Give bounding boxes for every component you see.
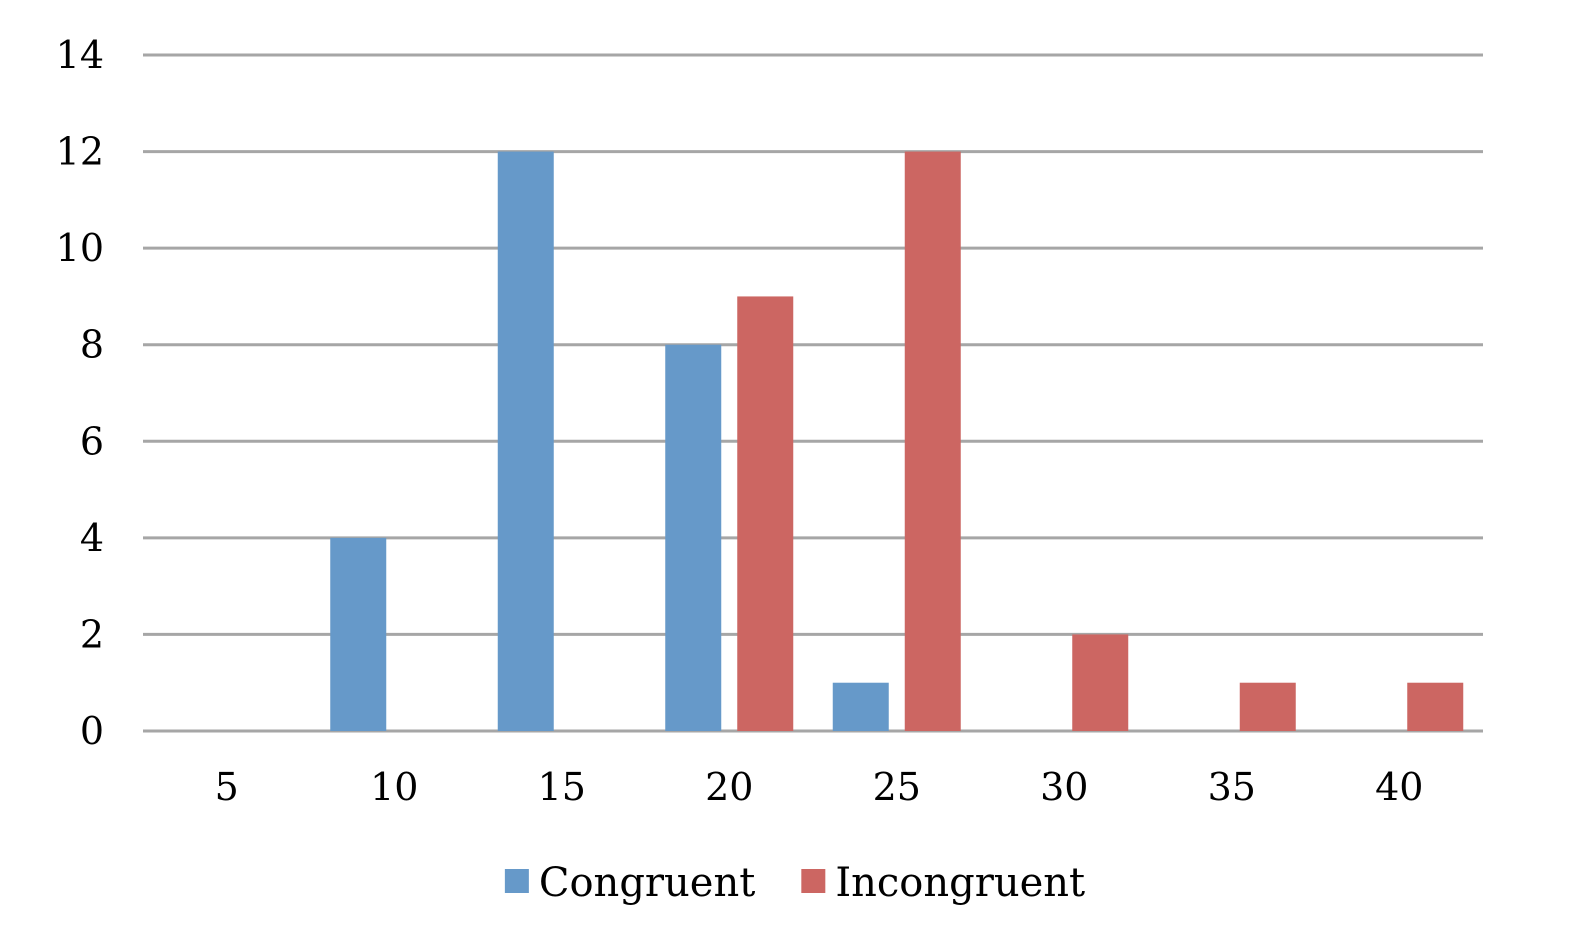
legend-swatch-congruent	[504, 869, 529, 893]
y-axis-tick-labels: 0 2 4 6 8 10 12 14	[56, 33, 104, 753]
y-tick-label-12: 12	[56, 130, 104, 174]
y-tick-label-6: 6	[80, 419, 104, 463]
x-axis-tick-labels: 5 10 15 20 25 30 35 40	[215, 765, 1424, 809]
bar-incongruent-20	[737, 296, 794, 731]
legend-swatch-incongruent	[801, 869, 826, 893]
legend: Congruent Incongruent	[504, 860, 1085, 906]
bar-incongruent-25	[904, 151, 961, 732]
legend-label-congruent: Congruent	[539, 860, 755, 906]
bar-congruent-10	[330, 537, 387, 731]
x-tick-label-10: 10	[370, 765, 418, 809]
y-tick-label-4: 4	[80, 516, 104, 560]
x-tick-label-25: 25	[873, 765, 921, 809]
x-tick-label-30: 30	[1040, 765, 1088, 809]
legend-label-incongruent: Incongruent	[835, 860, 1085, 906]
x-tick-label-5: 5	[215, 765, 239, 809]
x-tick-label-35: 35	[1208, 765, 1256, 809]
x-tick-label-15: 15	[538, 765, 586, 809]
y-tick-label-14: 14	[56, 33, 104, 77]
bar-congruent-20	[665, 344, 722, 731]
y-tick-label-0: 0	[80, 709, 104, 753]
x-tick-label-40: 40	[1375, 765, 1423, 809]
legend-item-incongruent: Incongruent	[801, 860, 1085, 906]
bar-incongruent-30	[1072, 634, 1129, 731]
bar-congruent-25	[832, 682, 889, 731]
bars	[330, 151, 1464, 732]
bar-incongruent-40	[1407, 682, 1464, 731]
bar-congruent-15	[497, 151, 554, 732]
y-tick-label-10: 10	[56, 226, 104, 270]
bar-incongruent-35	[1239, 682, 1296, 731]
y-tick-label-2: 2	[80, 612, 104, 656]
y-tick-label-8: 8	[80, 323, 104, 367]
x-tick-label-20: 20	[705, 765, 753, 809]
legend-item-congruent: Congruent	[504, 860, 755, 906]
